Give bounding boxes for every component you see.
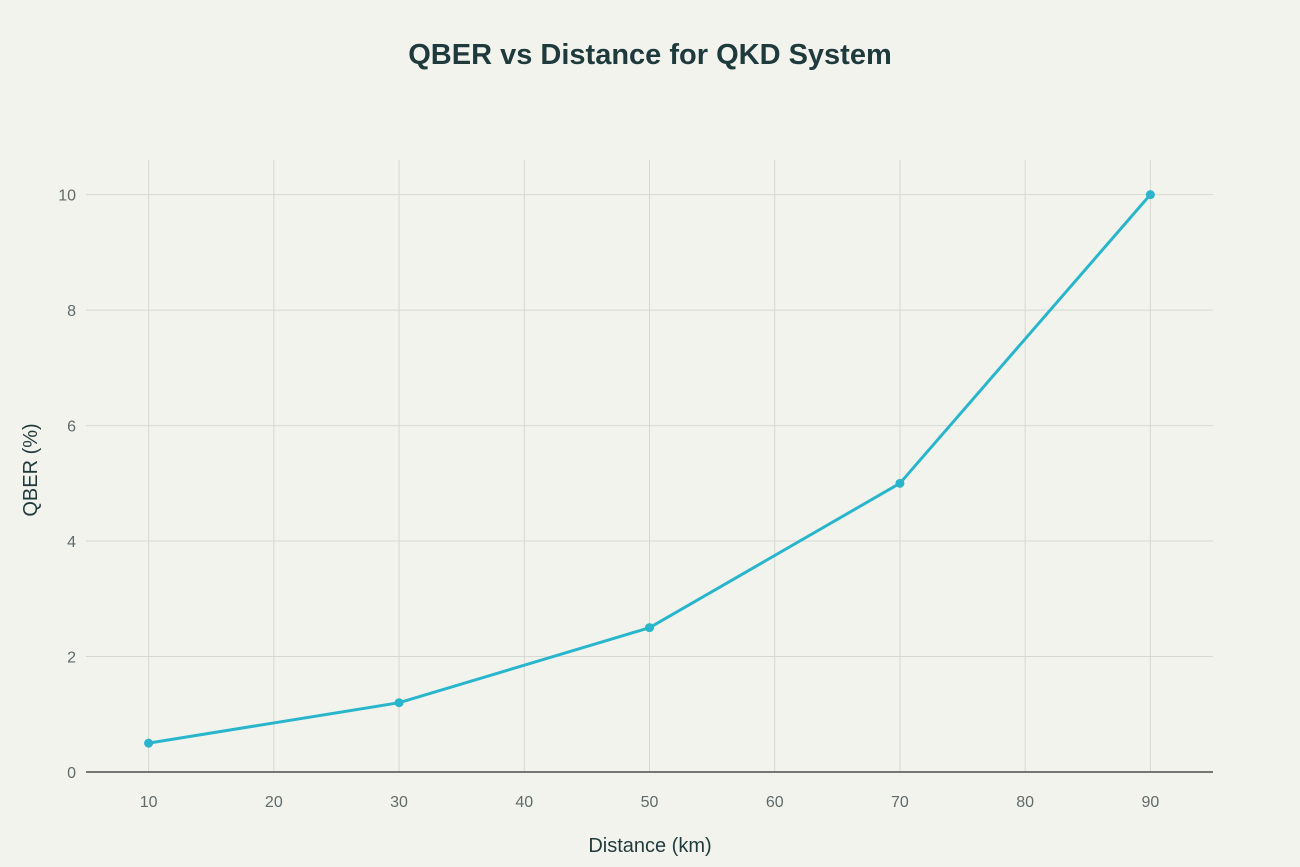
x-tick-label: 30 [390,794,408,811]
qber-data-point [144,738,154,748]
series-layer [144,190,1155,748]
qber-data-point [1145,190,1155,200]
y-axis-ticks: 0 2 4 6 8 10 [58,188,76,782]
y-tick-label: 4 [67,534,76,551]
y-tick-label: 2 [67,650,76,667]
x-axis-ticks: 10 20 30 40 50 60 70 80 90 [140,794,1160,811]
y-tick-label: 6 [67,419,76,436]
y-tick-label: 8 [67,303,76,320]
x-tick-label: 90 [1141,794,1159,811]
x-tick-label: 70 [891,794,909,811]
vertical-grid-lines [148,160,1151,772]
qber-data-point [895,478,905,488]
x-axis-title: Distance (km) [588,835,711,857]
x-tick-label: 20 [265,794,283,811]
x-tick-label: 80 [1016,794,1034,811]
qber-data-point [394,698,404,708]
x-tick-label: 50 [641,794,659,811]
horizontal-grid-lines [86,194,1213,658]
y-axis-title: QBER (%) [20,423,42,516]
x-tick-label: 40 [515,794,533,811]
y-tick-label: 0 [67,765,76,782]
x-tick-label: 10 [140,794,158,811]
qber-data-point [645,623,654,633]
y-tick-label: 10 [58,188,76,205]
x-tick-label: 60 [766,794,784,811]
chart-title: QBER vs Distance for QKD System [408,39,891,71]
